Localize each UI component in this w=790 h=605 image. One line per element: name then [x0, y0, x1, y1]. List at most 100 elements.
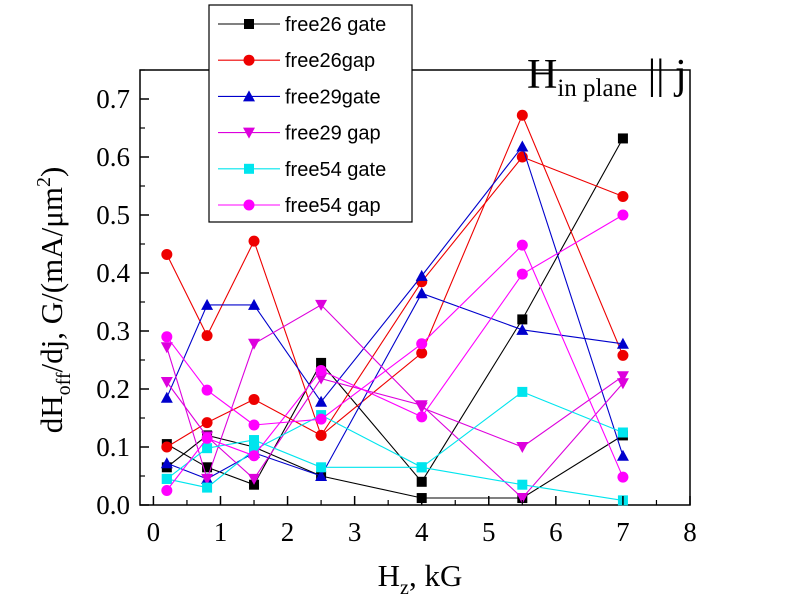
x-tick-label: 1: [214, 517, 228, 547]
x-tick-label: 7: [616, 517, 630, 547]
data-point-marker: [202, 482, 213, 493]
data-point-marker: [315, 373, 328, 385]
data-point-marker: [249, 444, 260, 455]
data-point-marker: [248, 235, 260, 247]
data-point-marker: [201, 298, 214, 310]
data-point-marker: [616, 371, 629, 383]
axis-ticks: 0 1 2 3 4 5 6 7 8 0.0 0.1 0.2 0.3 0.4 0.5 0.6 0.7: [96, 69, 697, 547]
data-point-marker: [202, 462, 213, 473]
y-tick-label: 0.1: [96, 432, 130, 462]
y-tick-label: 0.6: [96, 142, 130, 172]
legend-label: free29 gap: [285, 123, 381, 145]
legend-item: free26gap: [218, 50, 375, 72]
data-point-marker: [161, 331, 173, 343]
y-tick-label: 0.4: [96, 258, 130, 288]
data-point-marker: [248, 393, 260, 405]
plot-frame: [139, 69, 691, 506]
data-point-marker: [160, 377, 173, 389]
data-point-marker: [201, 330, 213, 342]
series-line: [161, 430, 628, 504]
data-point-marker: [616, 449, 629, 461]
y-tick-label: 0.3: [96, 316, 130, 346]
data-point-marker: [161, 248, 173, 260]
data-point-marker: [160, 342, 173, 354]
data-point-marker: [516, 442, 529, 453]
data-point-marker: [316, 462, 327, 473]
data-point-marker: [202, 443, 213, 454]
legend-label: free54 gate: [285, 159, 386, 181]
series-path: [166, 434, 624, 499]
y-tick-label: 0.7: [96, 84, 130, 114]
data-point-marker: [617, 349, 629, 361]
data-point-marker: [248, 338, 261, 350]
data-point-marker: [201, 432, 213, 444]
legend-item: free54 gap: [218, 195, 381, 217]
data-point-marker: [315, 429, 327, 441]
field-orientation-annotation: Hin plane || j: [527, 52, 687, 102]
data-point-marker: [415, 269, 428, 281]
data-point-marker: [617, 427, 628, 438]
data-point-marker: [617, 133, 628, 144]
x-axis-title: Hz, kG: [378, 558, 463, 599]
data-point-marker: [516, 239, 528, 251]
data-point-marker: [315, 364, 327, 376]
data-point-marker: [617, 190, 629, 202]
data-point-marker: [516, 493, 529, 505]
data-point-marker: [248, 473, 261, 485]
series-path: [166, 414, 623, 501]
data-point-marker: [416, 411, 428, 423]
legend-item: free54 gate: [218, 159, 386, 181]
data-point-marker: [315, 413, 327, 425]
y-tick-label: 0.2: [96, 374, 130, 404]
data-point-marker: [249, 435, 260, 446]
x-tick-label: 6: [549, 517, 563, 547]
data-point-marker: [244, 163, 254, 174]
data-point-marker: [516, 268, 528, 280]
legend-box: [208, 4, 413, 223]
data-point-marker: [243, 127, 255, 139]
data-point-marker: [616, 378, 629, 390]
data-point-marker: [201, 417, 213, 429]
legend-item: free29gate: [218, 86, 381, 108]
data-point-marker: [316, 357, 327, 368]
data-point-marker: [516, 323, 529, 335]
data-point-marker: [315, 299, 328, 311]
y-tick-label: 0.0: [96, 490, 130, 520]
series-line: [160, 140, 629, 461]
x-tick-label: 5: [482, 517, 496, 547]
legend-label: free29gate: [285, 86, 381, 108]
data-point-marker: [516, 109, 528, 121]
data-point-marker: [416, 347, 428, 359]
data-point-marker: [315, 470, 328, 481]
legend-label: free54 gap: [285, 195, 381, 217]
legend-item: free29 gap: [218, 123, 381, 145]
x-tick-label: 8: [683, 517, 697, 547]
data-point-marker: [616, 337, 629, 349]
data-point-marker: [243, 90, 255, 102]
data-point-marker: [416, 462, 427, 473]
y-axis-title: dHoff/dj, G/(mA/μm2): [33, 167, 75, 434]
data-point-marker: [160, 391, 173, 403]
data-point-marker: [315, 395, 328, 407]
legend: free26 gate free26gap free29gate free29 gap…: [208, 4, 413, 223]
legend-item: free26 gate: [218, 14, 386, 36]
data-point-marker: [161, 473, 172, 484]
data-point-marker: [416, 476, 427, 487]
data-point-marker: [248, 298, 261, 310]
data-point-marker: [617, 209, 629, 221]
legend-label: free26 gate: [285, 14, 386, 36]
y-tick-label: 0.5: [96, 200, 130, 230]
x-tick-label: 0: [147, 517, 161, 547]
data-point-marker: [201, 384, 213, 396]
series-path: [166, 214, 624, 491]
series-line: [161, 239, 629, 483]
data-point-marker: [415, 287, 428, 299]
series-line: [160, 373, 629, 505]
data-point-marker: [161, 485, 173, 496]
data-point-marker: [201, 473, 214, 485]
series-line: [161, 209, 629, 496]
legend-label: free26gap: [285, 50, 375, 72]
series-line: [160, 287, 629, 484]
data-point-marker: [248, 419, 260, 431]
data-point-marker: [416, 338, 428, 350]
